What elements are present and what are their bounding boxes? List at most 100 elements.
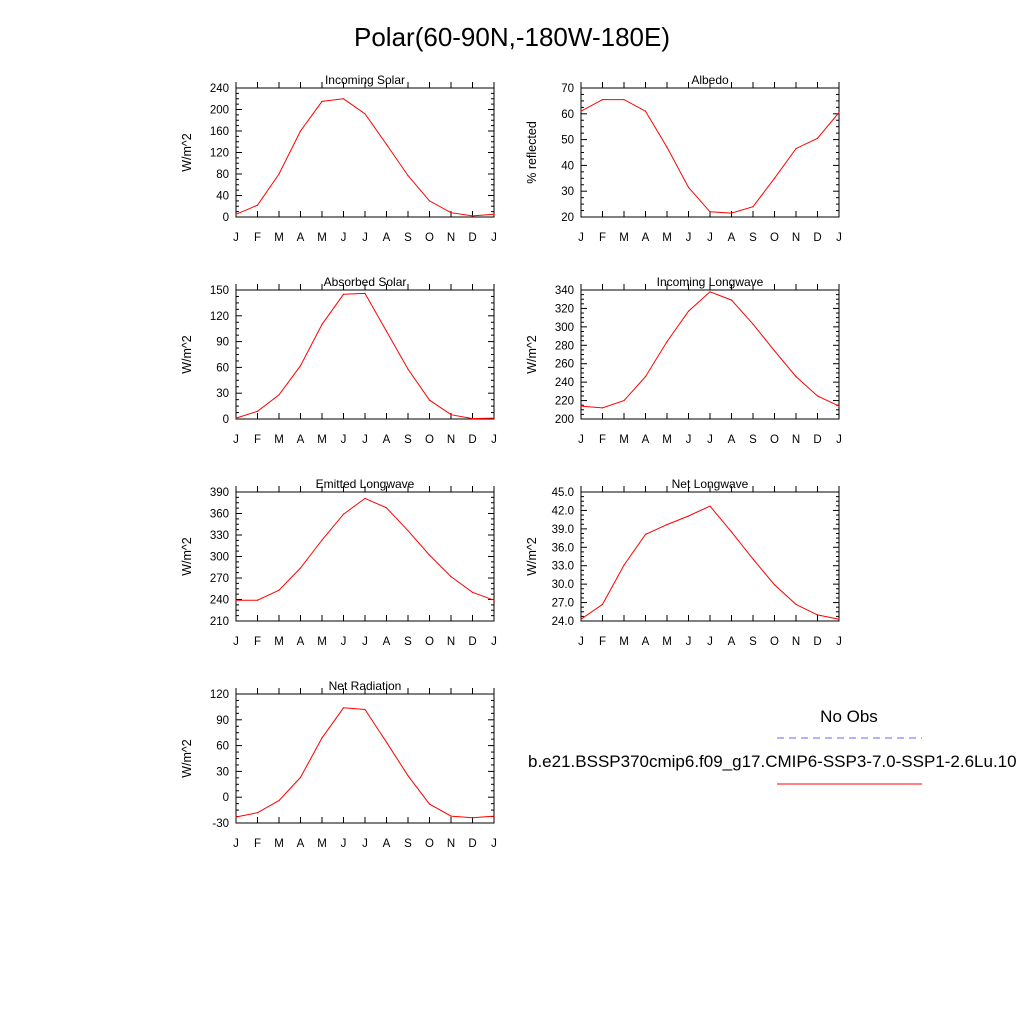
data-point xyxy=(838,618,840,620)
panel-title: Absorbed Solar xyxy=(324,275,407,289)
x-tick-label: J xyxy=(578,232,584,244)
data-point xyxy=(795,603,797,606)
y-tick-label: 60 xyxy=(561,109,574,121)
y-tick-label: 300 xyxy=(555,322,574,334)
x-tick-label: F xyxy=(599,434,606,446)
x-tick-label: N xyxy=(447,434,455,446)
data-point xyxy=(364,113,366,115)
y-tick-label: 280 xyxy=(555,340,574,352)
data-point xyxy=(299,776,302,779)
x-tick-label: S xyxy=(404,434,412,446)
data-point xyxy=(364,497,366,499)
data-point xyxy=(256,204,259,206)
data-point xyxy=(235,816,237,818)
data-point xyxy=(623,400,625,402)
panel-title: Emitted Longwave xyxy=(316,477,415,491)
y-tick-label: 240 xyxy=(210,83,229,95)
panel-4: Incoming Longwave 200 220 240 260 280 300 320 34… xyxy=(525,275,842,446)
data-point xyxy=(816,395,819,397)
y-axis-label: W/m^2 xyxy=(180,335,194,374)
data-point xyxy=(601,407,604,409)
data-point xyxy=(471,817,474,819)
data-point xyxy=(407,775,409,777)
data-point xyxy=(580,405,582,407)
x-tick-label: J xyxy=(836,434,842,446)
data-point xyxy=(773,177,776,179)
data-point xyxy=(407,368,409,370)
x-tick-label: J xyxy=(233,434,239,446)
data-point xyxy=(580,618,582,620)
data-point xyxy=(342,98,345,100)
data-point xyxy=(493,599,495,601)
x-tick-label: N xyxy=(792,636,800,648)
x-tick-label: M xyxy=(619,434,629,446)
y-tick-label: 24.0 xyxy=(552,616,574,628)
x-tick-label: O xyxy=(770,636,779,648)
x-tick-label: J xyxy=(707,636,713,648)
x-tick-label: F xyxy=(254,838,261,850)
y-tick-label: 120 xyxy=(210,689,229,701)
x-tick-label: J xyxy=(362,636,368,648)
panel-title: Net Radiation xyxy=(329,679,402,693)
panel-title: Albedo xyxy=(691,73,729,87)
x-tick-label: O xyxy=(425,434,434,446)
x-tick-label: N xyxy=(447,838,455,850)
y-tick-label: 0 xyxy=(223,212,229,224)
y-axis-label: W/m^2 xyxy=(180,739,194,778)
y-axis-label: W/m^2 xyxy=(525,537,539,576)
data-point xyxy=(321,539,323,541)
x-tick-label: A xyxy=(383,838,391,850)
x-tick-label: N xyxy=(447,232,455,244)
data-point xyxy=(428,399,431,401)
y-tick-label: 40 xyxy=(216,191,229,203)
x-tick-label: N xyxy=(792,232,800,244)
x-tick-label: M xyxy=(662,232,672,244)
x-tick-label: A xyxy=(297,232,305,244)
y-tick-label: 60 xyxy=(216,362,229,374)
x-tick-label: A xyxy=(728,434,736,446)
data-point xyxy=(666,341,668,343)
x-tick-label: J xyxy=(686,636,692,648)
x-tick-label: J xyxy=(491,232,497,244)
y-tick-label: 27.0 xyxy=(552,598,574,610)
data-point xyxy=(816,137,819,139)
x-tick-label: J xyxy=(707,232,713,244)
data-point xyxy=(278,800,280,802)
y-tick-label: 150 xyxy=(210,285,229,297)
y-tick-label: 30 xyxy=(561,186,574,198)
y-tick-label: 390 xyxy=(210,487,229,499)
y-tick-label: 120 xyxy=(210,311,229,323)
y-tick-label: 33.0 xyxy=(552,561,574,573)
x-tick-label: J xyxy=(836,636,842,648)
x-tick-label: M xyxy=(619,232,629,244)
data-point xyxy=(709,505,711,507)
y-tick-label: 0 xyxy=(223,792,229,804)
x-tick-label: M xyxy=(274,434,284,446)
x-tick-label: F xyxy=(599,232,606,244)
x-tick-label: J xyxy=(707,434,713,446)
legend-model-label: b.e21.BSSP370cmip6.f09_g17.CMIP6-SSP3-7.… xyxy=(528,752,1017,771)
data-point xyxy=(752,323,754,325)
y-tick-label: 90 xyxy=(216,715,229,727)
figure-title: Polar(60-90N,-180W-180E) xyxy=(354,22,670,52)
y-tick-label: 200 xyxy=(555,414,574,426)
data-point xyxy=(299,130,302,132)
x-tick-label: N xyxy=(447,636,455,648)
y-tick-label: 340 xyxy=(555,285,574,297)
x-tick-label: S xyxy=(404,838,412,850)
panel-title: Net Longwave xyxy=(672,477,749,491)
x-tick-label: D xyxy=(813,636,821,648)
data-point xyxy=(235,213,237,215)
x-tick-label: M xyxy=(317,838,327,850)
x-tick-label: S xyxy=(404,232,412,244)
y-axis-label: W/m^2 xyxy=(180,537,194,576)
data-point xyxy=(256,599,259,601)
data-point xyxy=(623,99,625,101)
data-point xyxy=(687,310,690,312)
x-tick-label: J xyxy=(233,232,239,244)
panel-5: Emitted Longwave 210 240 270 300 330 360 390 J F M… xyxy=(180,477,497,648)
y-tick-label: 30 xyxy=(216,766,229,778)
